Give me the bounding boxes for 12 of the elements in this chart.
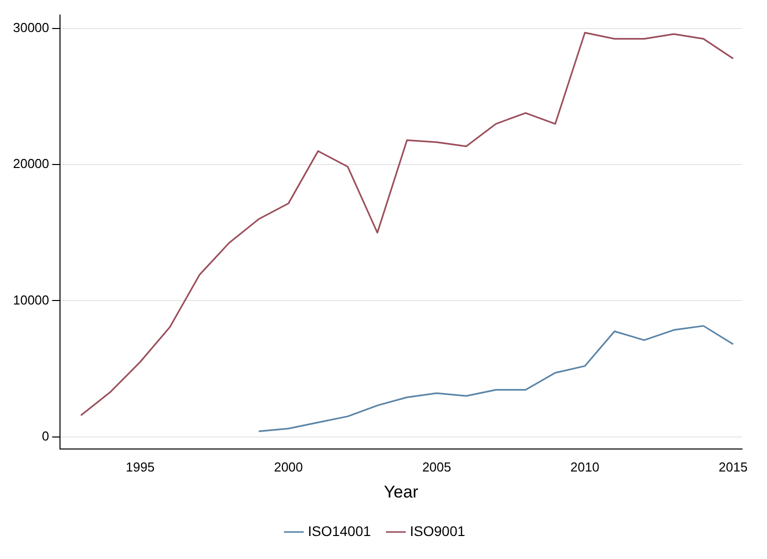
- x-tick-label: 2005: [422, 459, 452, 474]
- y-tick-label: 10000: [12, 292, 50, 308]
- y-tick-label: 30000: [12, 20, 50, 36]
- y-tick-label: 20000: [12, 156, 50, 172]
- legend-label: ISO9001: [410, 522, 466, 539]
- x-tick-label: 2000: [274, 459, 303, 474]
- x-tick-label: 2015: [718, 459, 748, 474]
- x-tick-label: 1995: [126, 459, 155, 474]
- x-tick-label: 2010: [570, 459, 600, 474]
- y-tick-label: 0: [42, 428, 50, 444]
- x-axis-title: Year: [384, 482, 419, 502]
- legend-label: ISO14001: [308, 522, 372, 539]
